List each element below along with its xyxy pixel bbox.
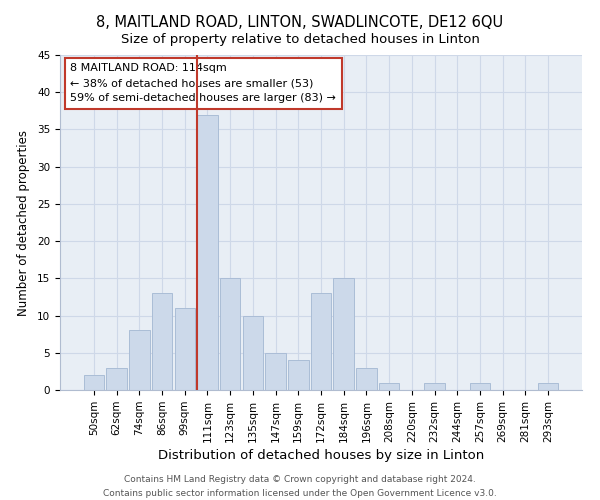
- Bar: [334, 278, 354, 390]
- Bar: [356, 368, 377, 390]
- Bar: [242, 316, 263, 390]
- Bar: [538, 382, 558, 390]
- Bar: [379, 382, 400, 390]
- Bar: [311, 293, 331, 390]
- Bar: [129, 330, 149, 390]
- Text: 8 MAITLAND ROAD: 114sqm
← 38% of detached houses are smaller (53)
59% of semi-de: 8 MAITLAND ROAD: 114sqm ← 38% of detache…: [70, 64, 337, 103]
- Y-axis label: Number of detached properties: Number of detached properties: [17, 130, 30, 316]
- Text: Contains HM Land Registry data © Crown copyright and database right 2024.
Contai: Contains HM Land Registry data © Crown c…: [103, 476, 497, 498]
- Bar: [175, 308, 195, 390]
- Bar: [424, 382, 445, 390]
- X-axis label: Distribution of detached houses by size in Linton: Distribution of detached houses by size …: [158, 449, 484, 462]
- Bar: [84, 375, 104, 390]
- Text: Size of property relative to detached houses in Linton: Size of property relative to detached ho…: [121, 32, 479, 46]
- Text: 8, MAITLAND ROAD, LINTON, SWADLINCOTE, DE12 6QU: 8, MAITLAND ROAD, LINTON, SWADLINCOTE, D…: [97, 15, 503, 30]
- Bar: [288, 360, 308, 390]
- Bar: [470, 382, 490, 390]
- Bar: [220, 278, 241, 390]
- Bar: [106, 368, 127, 390]
- Bar: [265, 353, 286, 390]
- Bar: [152, 293, 172, 390]
- Bar: [197, 114, 218, 390]
